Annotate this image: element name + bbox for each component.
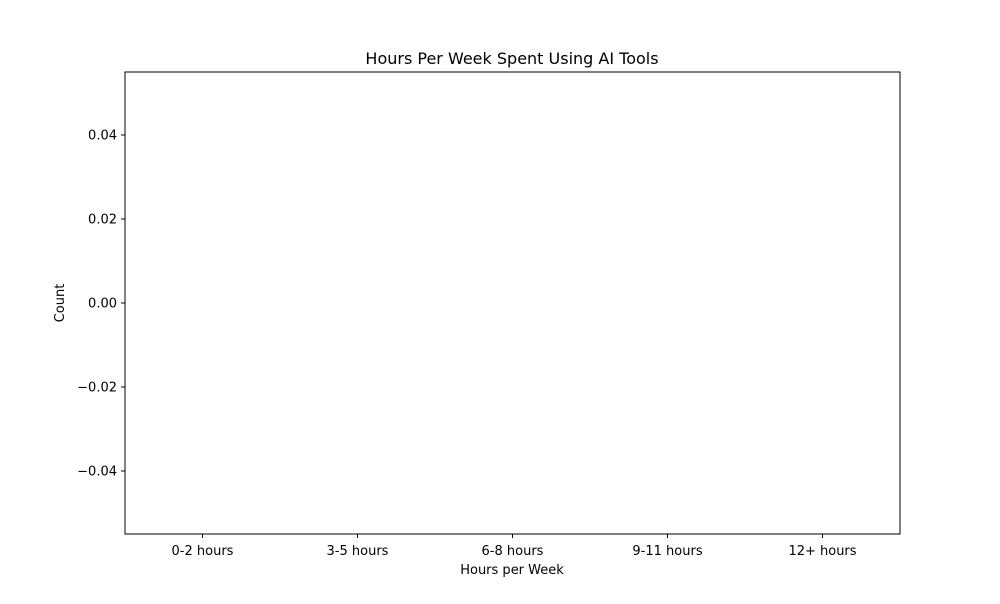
y-tick-label: 0.02 xyxy=(88,213,117,228)
x-tick-label: 0-2 hours xyxy=(172,544,234,559)
x-axis-ticks: 0-2 hours 3-5 hours 6-8 hours 9-11 hours 12+… xyxy=(172,534,857,559)
x-tick-label: 9-11 hours xyxy=(632,544,702,559)
x-axis-label: Hours per Week xyxy=(460,563,564,578)
x-tick-label: 6-8 hours xyxy=(482,544,544,559)
plot-area-frame xyxy=(124,71,901,535)
x-tick-label: 3-5 hours xyxy=(327,544,389,559)
y-tick-label: −0.04 xyxy=(77,465,117,480)
y-axis-ticks: 0.04 0.02 0.00 −0.02 −0.04 xyxy=(77,129,125,480)
y-tick-label: 0.04 xyxy=(88,129,117,144)
y-tick-label: 0.00 xyxy=(88,297,117,312)
chart-title: Hours Per Week Spent Using AI Tools xyxy=(365,49,658,68)
x-tick-label: 12+ hours xyxy=(788,544,856,559)
y-tick-label: −0.02 xyxy=(77,381,117,396)
y-axis-label: Count xyxy=(53,284,68,323)
